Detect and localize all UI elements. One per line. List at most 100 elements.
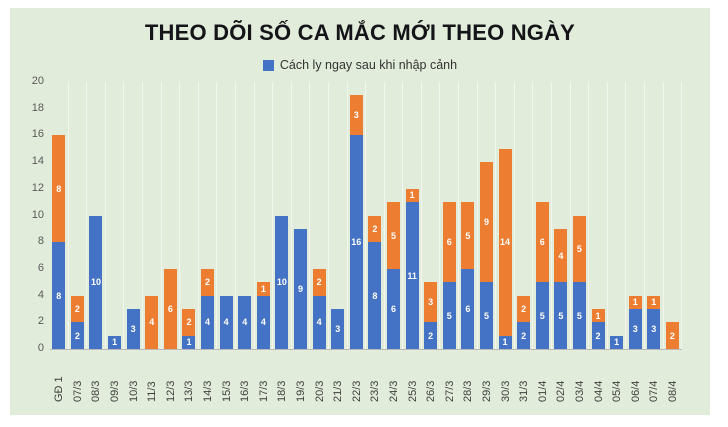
- category-column: 6: [162, 82, 181, 349]
- bar-segment-quarantine: 6: [386, 268, 400, 349]
- bar-segment-other: 6: [163, 268, 177, 349]
- x-axis-label: 22/3: [350, 380, 363, 402]
- bar-stack: 6: [163, 268, 177, 349]
- x-axis-label: 26/3: [425, 380, 438, 402]
- bar-segment-quarantine: 1: [108, 335, 122, 349]
- category-column: 14 1: [496, 82, 515, 349]
- bar-data-label: 8: [56, 183, 62, 194]
- category-column: 10: [273, 82, 292, 349]
- legend-label: Cách ly ngay sau khi nhập cảnh: [279, 58, 458, 72]
- bar-data-label: 3: [335, 323, 341, 334]
- bar-stack: 9: [294, 228, 308, 349]
- x-axis-label: 06/4: [629, 380, 642, 402]
- bar-data-label: 4: [260, 317, 266, 328]
- x-axis-cell: 17/3: [255, 350, 274, 402]
- x-axis-label: 21/3: [332, 380, 345, 402]
- bar-segment-other: 3: [349, 95, 363, 136]
- bar-segment-quarantine: 4: [219, 295, 233, 349]
- x-axis-label: 11/3: [146, 381, 159, 402]
- bar-data-label: 5: [390, 230, 396, 241]
- bar-segment-quarantine: 3: [331, 308, 345, 349]
- bar-data-label: 2: [521, 330, 527, 341]
- bar-data-label: 5: [539, 310, 545, 321]
- bar-segment-quarantine: 6: [461, 268, 475, 349]
- bar-data-label: 6: [465, 303, 471, 314]
- x-axis-cell: 03/4: [571, 350, 590, 402]
- x-axis-label: 14/3: [202, 380, 215, 402]
- bar-stack: 3: [331, 308, 345, 349]
- bar-segment-other: 6: [535, 202, 549, 283]
- bar-data-label: 2: [521, 303, 527, 314]
- x-axis-cell: 08/3: [87, 350, 106, 402]
- x-axis-cell: 26/3: [422, 350, 441, 402]
- bar-segment-quarantine: 16: [349, 135, 363, 349]
- bar-segment-other: 5: [386, 202, 400, 269]
- x-axis-cell: 27/3: [440, 350, 459, 402]
- bar-data-label: 4: [558, 250, 564, 261]
- y-tick-label: 6: [37, 261, 44, 274]
- bar-data-label: 14: [500, 237, 511, 248]
- bar-stack: 3 16: [349, 95, 363, 349]
- bar-data-label: 6: [446, 237, 452, 248]
- bar-data-label: 2: [74, 303, 80, 314]
- bar-stack: 4: [219, 295, 233, 349]
- category-column: 3 16: [348, 82, 367, 349]
- bar-data-label: 4: [242, 317, 248, 328]
- y-tick-label: 10: [31, 208, 44, 221]
- x-axis-label: GĐ 1: [53, 376, 66, 402]
- bar-segment-quarantine: 10: [89, 215, 103, 349]
- x-axis-cell: 06/4: [626, 350, 645, 402]
- x-axis-cell: 13/3: [180, 350, 199, 402]
- bar-segment-other: 8: [52, 135, 66, 243]
- legend: Cách ly ngay sau khi nhập cảnh: [22, 58, 698, 72]
- bar-data-label: 3: [651, 323, 657, 334]
- bar-segment-other: 2: [182, 308, 196, 336]
- bar-segment-quarantine: 4: [238, 295, 252, 349]
- bar-segment-quarantine: 3: [647, 308, 661, 349]
- x-axis-cell: 07/3: [69, 350, 88, 402]
- x-axis-label: 05/4: [611, 380, 624, 402]
- bar-segment-quarantine: 4: [256, 295, 270, 349]
- bar-segment-other: 4: [145, 295, 159, 349]
- bar-segment-other: 5: [461, 202, 475, 269]
- bar-segment-quarantine: 2: [70, 322, 84, 349]
- bar-data-label: 3: [353, 110, 359, 121]
- x-axis-label: 10/3: [127, 380, 140, 402]
- x-axis-cell: 04/4: [589, 350, 608, 402]
- category-column: 4: [217, 82, 236, 349]
- category-column: 3: [124, 82, 143, 349]
- y-tick-label: 0: [37, 342, 44, 354]
- bar-segment-quarantine: 9: [294, 228, 308, 349]
- bar-data-label: 5: [576, 243, 582, 254]
- y-tick-label: 20: [31, 75, 44, 87]
- bar-data-label: 8: [372, 290, 378, 301]
- x-axis-cell: 16/3: [236, 350, 255, 402]
- category-column: 10: [87, 82, 106, 349]
- bar-data-label: 1: [614, 337, 620, 348]
- bar-segment-other: 1: [591, 308, 605, 323]
- y-axis: 0 2 4 6 8 10 12 14 16 18 20: [22, 76, 50, 354]
- bar-data-label: 2: [316, 277, 322, 288]
- bar-data-label: 2: [428, 330, 434, 341]
- x-axis-label: 07/4: [648, 380, 661, 402]
- y-tick-label: 8: [37, 235, 44, 248]
- bar-segment-quarantine: 1: [182, 335, 196, 349]
- bar-segment-other: 1: [628, 295, 642, 309]
- bar-segment-quarantine: 4: [201, 295, 215, 349]
- bar-stack: 10: [275, 215, 289, 349]
- x-axis-label: 13/3: [183, 380, 196, 402]
- x-axis-cell: 31/3: [515, 350, 534, 402]
- plot-column: 8 8 2 2 10 1 3 4 6 2 1 2 4 4 4 1 4 10 9 2 4 3 3 16 2 8 5 6 1 11 3 2 6 5 5 6…: [50, 82, 683, 402]
- bar-segment-other: 9: [479, 162, 493, 283]
- bar-segment-quarantine: 3: [126, 308, 140, 349]
- bar-data-label: 2: [595, 330, 601, 341]
- x-axis-label: 18/3: [276, 380, 289, 402]
